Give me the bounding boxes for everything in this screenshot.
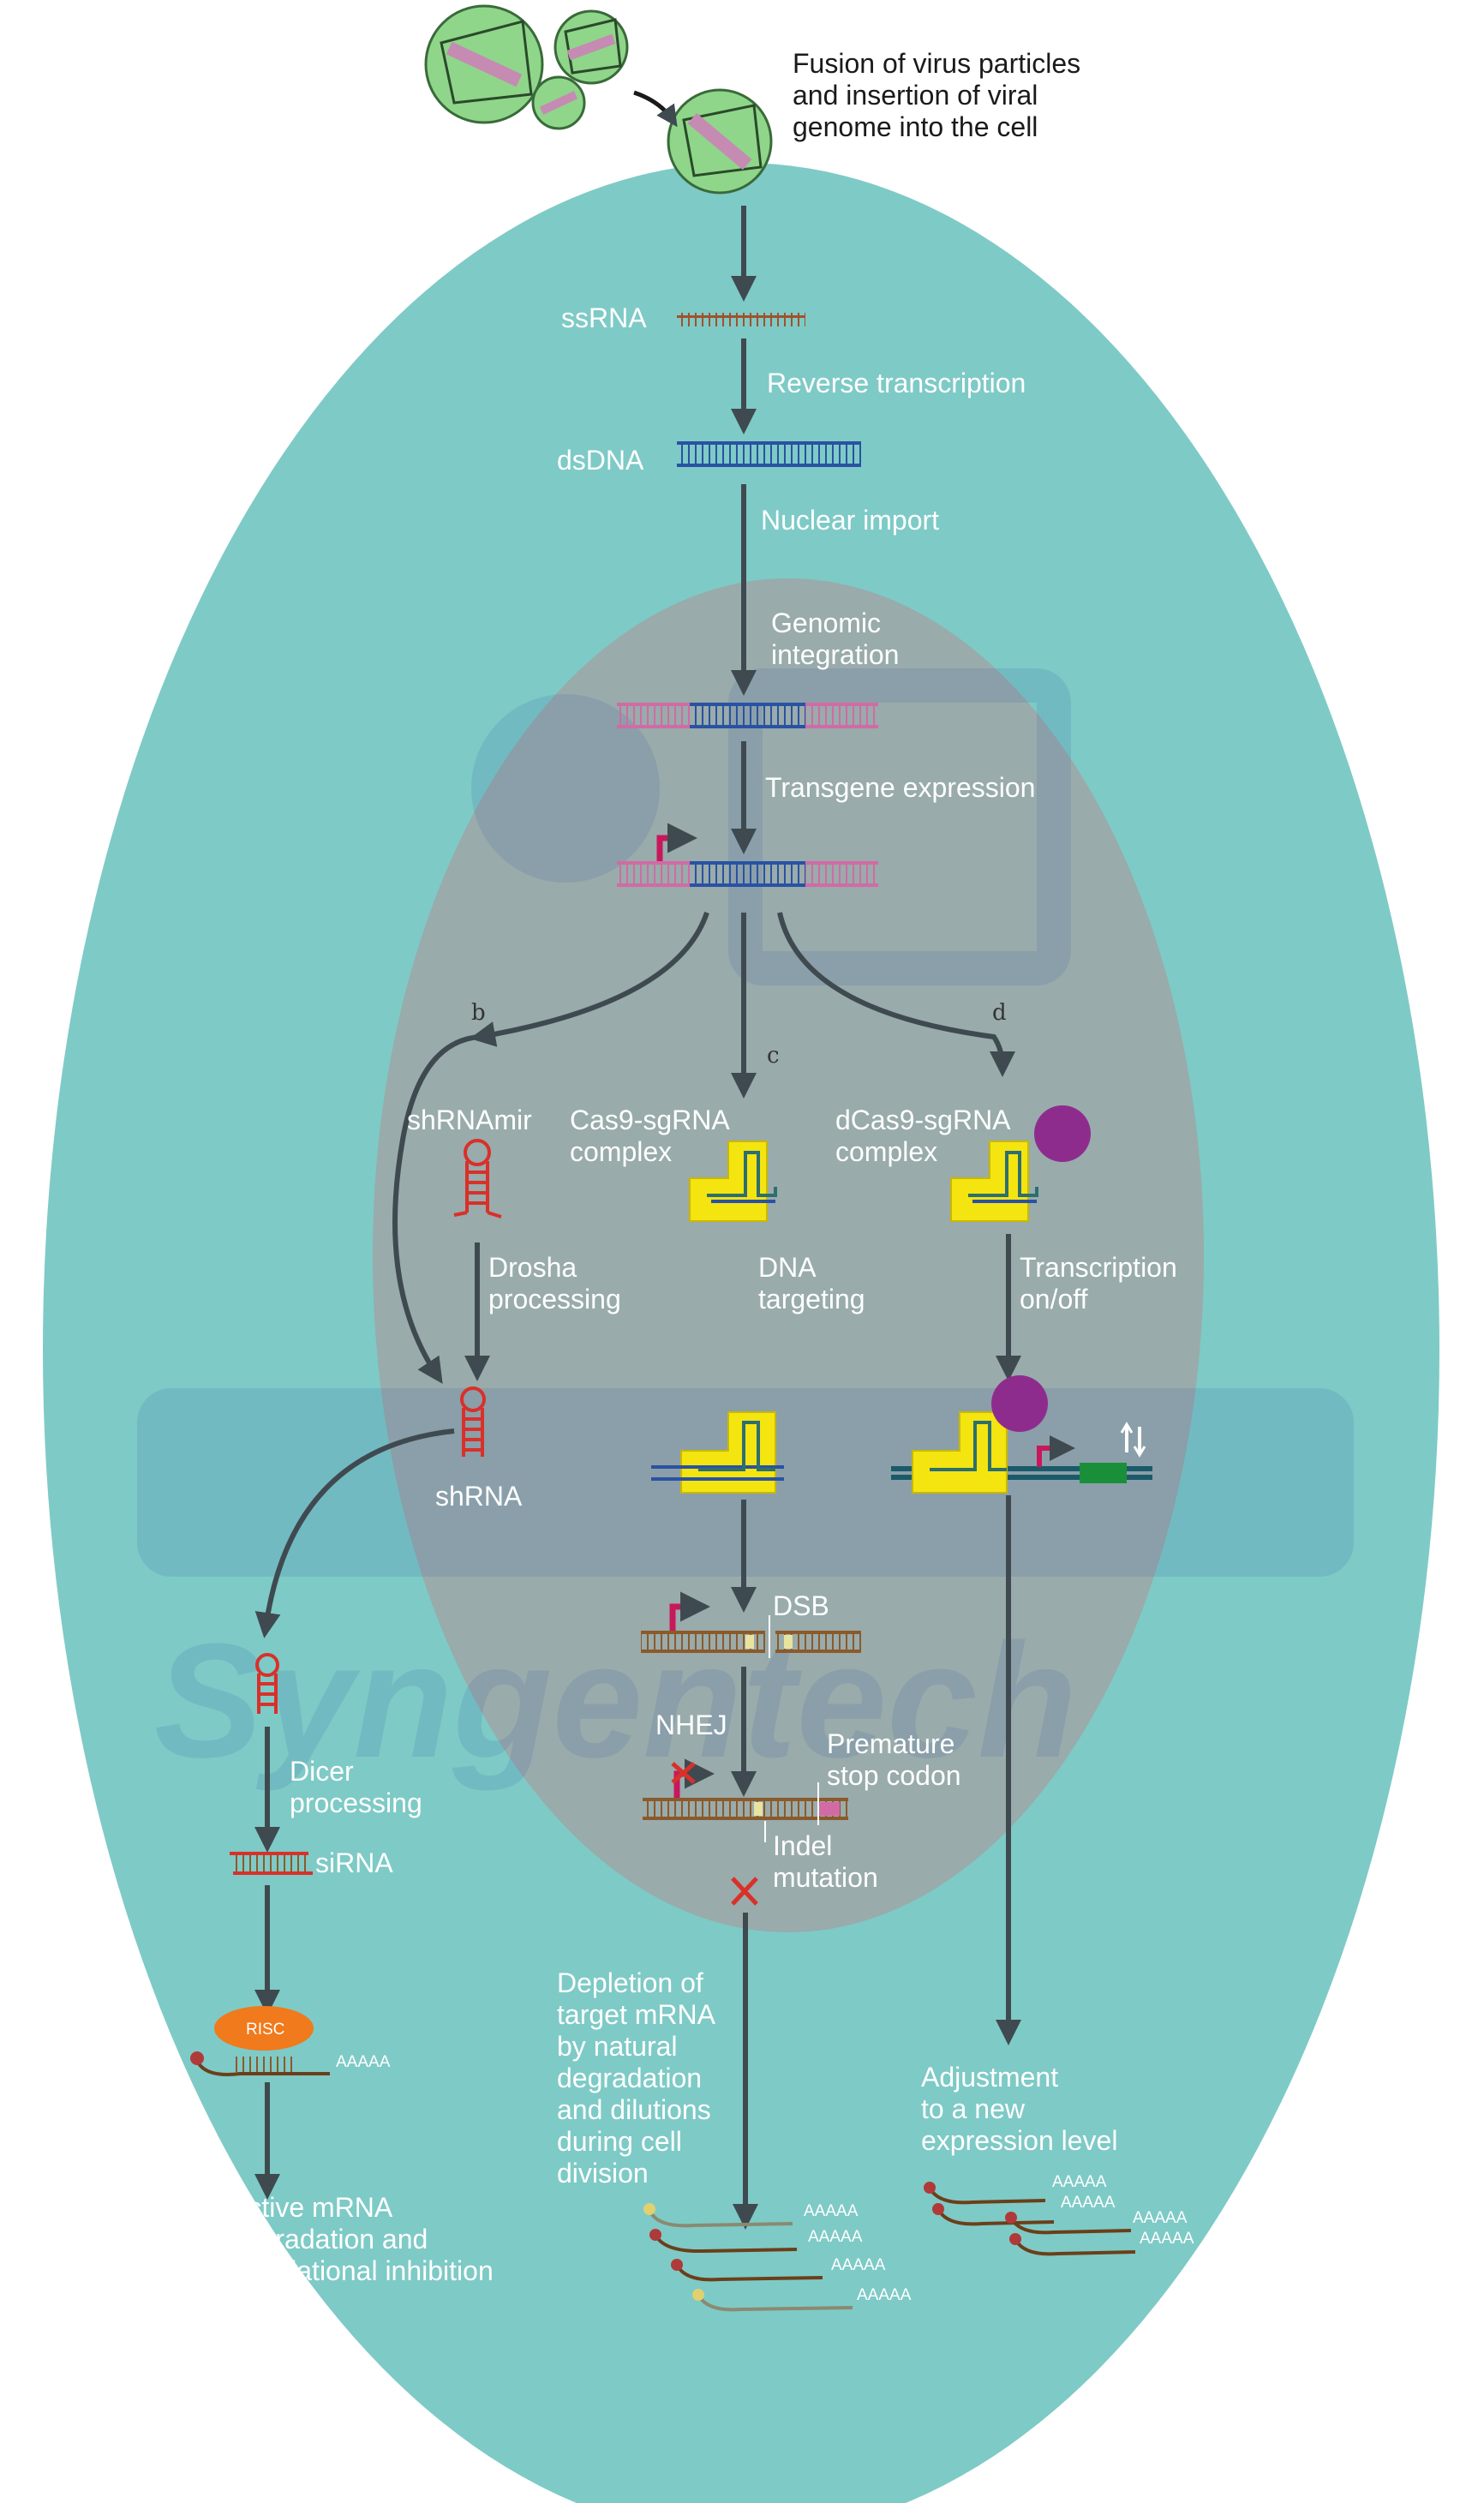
depletion-polya-2: AAAAA <box>808 2228 863 2246</box>
indel-label-1: Indel <box>773 1830 832 1861</box>
fusion-label-2: and insertion of viral <box>793 80 1038 111</box>
active-degradation-label-3: translational inhibition <box>230 2255 494 2286</box>
virus-icon <box>424 4 773 195</box>
dcas9-complex-label-1: dCas9-sgRNA <box>835 1105 1011 1135</box>
promoter-arrow-icon-mutated <box>673 1758 715 1798</box>
dsdna-label: dsDNA <box>557 445 644 476</box>
dicer-label-1: Dicer <box>290 1756 354 1787</box>
cross-icon-promoter <box>671 1762 696 1784</box>
branch-d-label: d <box>992 1000 1007 1026</box>
dna-targeting-label-1: DNA <box>758 1252 817 1283</box>
drosha-label-2: processing <box>488 1284 621 1314</box>
adjustment-label-3: expression level <box>921 2125 1117 2156</box>
adjusted-mrna-group <box>924 2182 1136 2256</box>
cas9-complex-label-2: complex <box>570 1136 672 1167</box>
effector-bound-icon <box>991 1375 1048 1432</box>
depletion-label-6: during cell <box>557 2126 682 2157</box>
fusion-label-3: genome into the cell <box>793 111 1038 142</box>
effector-icon <box>1034 1105 1091 1162</box>
transcription-onoff-label-1: Transcription <box>1020 1252 1177 1283</box>
dsb-dna <box>641 1615 861 1658</box>
dicer-label-2: processing <box>290 1787 422 1818</box>
dsb-label: DSB <box>773 1590 829 1621</box>
genomic-integration-label-2: integration <box>771 639 899 670</box>
pre-mirna-hairpin-icon <box>255 1653 279 1714</box>
transcription-onoff-label-2: on/off <box>1020 1284 1088 1314</box>
depletion-polya-1: AAAAA <box>804 2202 859 2220</box>
branch-b-label: b <box>471 1000 486 1026</box>
sirna-icon <box>230 1852 313 1875</box>
integrated-dna <box>617 703 878 728</box>
gene-icon <box>1080 1463 1127 1483</box>
promoter-arrow-icon-dsb <box>669 1591 710 1631</box>
depletion-label-5: and dilutions <box>557 2094 711 2125</box>
ssrna-strand <box>677 313 805 326</box>
cas9-icon <box>689 1141 777 1222</box>
genomic-integration-label-1: Genomic <box>771 608 881 638</box>
promoter-arrow-icon <box>656 823 697 861</box>
shrna-hairpin-icon <box>460 1386 486 1457</box>
depletion-polya-4: AAAAA <box>857 2286 912 2304</box>
risc-icon <box>214 2006 314 2051</box>
active-degradation-label-2: degradation and <box>230 2224 428 2254</box>
dcas9-icon <box>950 1141 1038 1222</box>
depletion-label-7: division <box>557 2158 649 2189</box>
depletion-label-4: degradation <box>557 2063 702 2093</box>
nuclear-import-label: Nuclear import <box>761 505 939 536</box>
fusion-label-1: Fusion of virus particles <box>793 48 1080 79</box>
sirna-label: siRNA <box>315 1847 393 1878</box>
risc-polya: AAAAA <box>336 2053 391 2071</box>
premature-stop-label-2: stop codon <box>827 1760 961 1791</box>
reverse-transcription-label: Reverse transcription <box>767 368 1026 398</box>
adjustment-label-1: Adjustment <box>921 2062 1058 2093</box>
mutated-dna <box>643 1782 848 1842</box>
adjustment-label-2: to a new <box>921 2093 1026 2124</box>
depleted-mrna-group <box>643 2203 853 2312</box>
nhej-label: NHEJ <box>655 1710 727 1740</box>
shrna-label: shRNA <box>435 1481 523 1512</box>
nucleus <box>373 578 1204 1932</box>
dsdna-strand <box>677 441 861 467</box>
dna-targeting-label-2: targeting <box>758 1284 865 1314</box>
transgene-expression-label: Transgene expression <box>765 772 1035 803</box>
adjust-polya-4: AAAAA <box>1140 2230 1194 2248</box>
adjust-polya-2: AAAAA <box>1061 2194 1116 2212</box>
cas9-complex-label-1: Cas9-sgRNA <box>570 1105 730 1135</box>
drosha-label-1: Drosha <box>488 1252 577 1283</box>
depletion-label-2: target mRNA <box>557 1999 716 2030</box>
premature-stop-label-1: Premature <box>827 1728 954 1759</box>
indel-label-2: mutation <box>773 1862 878 1893</box>
depletion-label-3: by natural <box>557 2031 678 2062</box>
svg-text:Syngentech: Syngentech <box>154 1610 1077 1792</box>
cas9-bound-icon <box>651 1411 784 1494</box>
depletion-label-1: Depletion of <box>557 1967 703 1998</box>
hairpin-icon <box>453 1139 502 1219</box>
adjust-polya-1: AAAAA <box>1052 2173 1107 2191</box>
mrna-icon <box>190 2051 330 2076</box>
cross-icon <box>731 1877 758 1906</box>
adjust-polya-3: AAAAA <box>1133 2209 1188 2227</box>
shrnamir-label: shRNAmir <box>407 1105 532 1135</box>
ssrna-label: ssRNA <box>561 302 647 333</box>
branch-c-label: c <box>767 1043 780 1069</box>
depletion-polya-3: AAAAA <box>831 2256 886 2274</box>
risc-label: RISC <box>246 2021 284 2039</box>
transgene-dna <box>617 861 878 887</box>
dcas9-complex-label-2: complex <box>835 1136 937 1167</box>
active-degradation-label-1: Active mRNA <box>230 2192 393 2223</box>
